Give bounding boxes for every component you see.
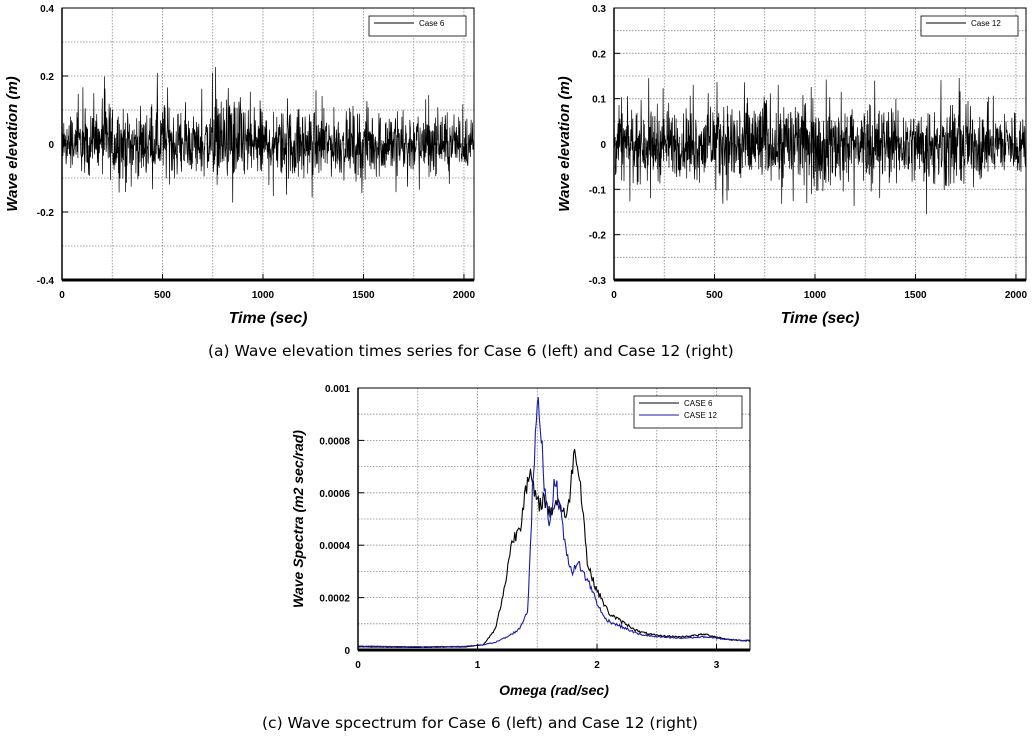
- series-line-1: [357, 448, 751, 649]
- y-axis-label: Wave Spectra (m2 sec/rad): [290, 430, 306, 608]
- y-tick-label: -0.1: [589, 185, 607, 196]
- x-tick-label: 0: [355, 660, 361, 671]
- series-line-1: [613, 77, 1027, 215]
- y-tick-label: 0: [600, 140, 606, 151]
- y-axis-label: Wave elevation (m): [4, 76, 21, 212]
- legend: Case 6: [368, 15, 467, 37]
- y-tick-label: 0.2: [40, 72, 54, 83]
- caption-a: (a) Wave elevation times series for Case…: [208, 342, 734, 360]
- x-tick-label: 1: [475, 660, 481, 671]
- chart-1: 0 500 1000 1500 2000 -0.4 -0.2 0 0.2 0.4 Time (sec…: [4, 4, 476, 327]
- y-tick-label: 0.2: [592, 49, 606, 60]
- x-axis-label: Omega (rad/sec): [499, 682, 609, 698]
- chart-3: 0 1 2 3 0 0.0002 0.0004 0.0006 0.0008 0.001 Omega …: [290, 384, 751, 698]
- y-tick-label: 0.001: [325, 384, 350, 395]
- y-tick-label: -0.2: [589, 231, 607, 242]
- x-tick-label: 2: [594, 660, 600, 671]
- x-tick-label: 1000: [804, 290, 827, 301]
- legend-label: Case 6: [419, 19, 445, 28]
- legend-box: [920, 15, 1019, 37]
- x-tick-label: 2000: [1005, 290, 1028, 301]
- legend-label: CASE 12: [684, 411, 717, 420]
- x-axis-label: Time (sec): [781, 310, 860, 327]
- y-tick-label: 0.3: [592, 4, 606, 15]
- legend-label: Case 12: [971, 19, 1001, 28]
- x-tick-label: 1500: [904, 290, 927, 301]
- x-tick-label: 1500: [352, 290, 375, 301]
- y-tick-label: 0.0004: [319, 541, 350, 552]
- y-tick-label: -0.4: [37, 276, 55, 287]
- legend: CASE 6 CASE 12: [633, 395, 743, 429]
- y-tick-label: 0.4: [40, 4, 54, 15]
- y-tick-label: 0: [344, 646, 350, 657]
- x-tick-label: 0: [59, 290, 65, 301]
- y-axis-label: Wave elevation (m): [556, 76, 573, 212]
- series-line-1: [61, 66, 475, 203]
- x-tick-label: 1000: [252, 290, 275, 301]
- y-tick-label: 0: [48, 140, 54, 151]
- y-tick-label: 0.0008: [319, 436, 350, 447]
- legend-box: [633, 395, 743, 429]
- y-tick-label: 0.0006: [319, 489, 350, 500]
- caption-c: (c) Wave spcectrum for Case 6 (left) and…: [262, 714, 698, 732]
- legend: Case 12: [920, 15, 1019, 37]
- y-tick-label: -0.2: [37, 208, 55, 219]
- grid: [614, 8, 1026, 280]
- x-axis-label: Time (sec): [229, 310, 308, 327]
- chart-2: 0 500 1000 1500 2000 -0.3 -0.2 -0.1 0 0.1 0.2 0.3 Ti…: [556, 4, 1028, 327]
- y-tick-label: 0.1: [592, 95, 606, 106]
- x-tick-label: 500: [706, 290, 723, 301]
- x-tick-label: 500: [154, 290, 171, 301]
- x-tick-label: 3: [714, 660, 720, 671]
- y-tick-label: -0.3: [589, 276, 607, 287]
- legend-box: [368, 15, 467, 37]
- x-tick-label: 2000: [453, 290, 476, 301]
- legend-label: CASE 6: [684, 399, 713, 408]
- grid: [358, 388, 750, 650]
- y-tick-label: 0.0002: [319, 594, 350, 605]
- x-tick-label: 0: [611, 290, 617, 301]
- series-line-2: [357, 397, 751, 648]
